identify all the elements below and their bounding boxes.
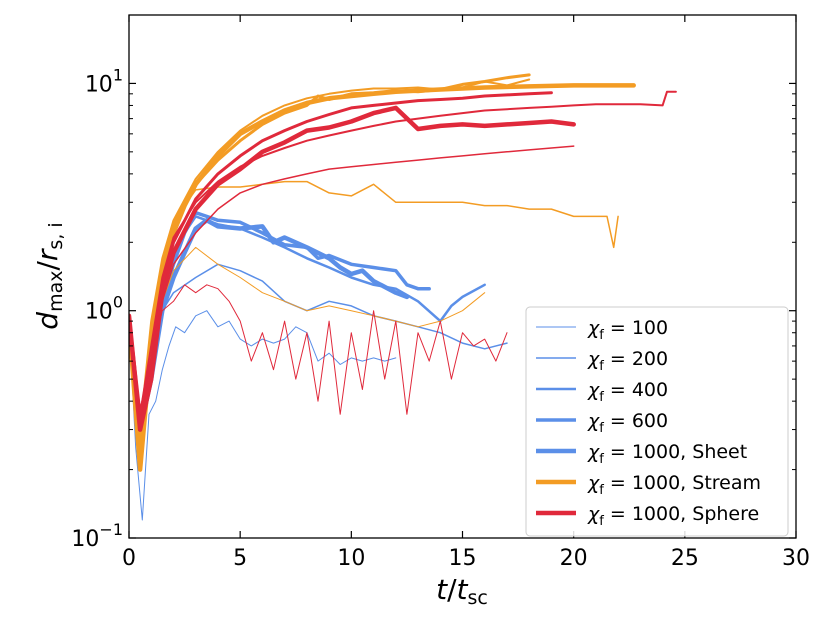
series-line-0 [129, 310, 397, 521]
series-line-5 [129, 83, 636, 472]
series-layer [129, 73, 677, 521]
x-tick-label: 15 [449, 546, 477, 571]
series-line-13 [129, 145, 575, 416]
series-line-8 [129, 246, 486, 431]
series-line-1 [129, 263, 508, 471]
legend-label: χf = 400 [587, 379, 668, 405]
legend: χf = 100 χf = 200 χf = 400 χf = 600 χf = 100… [525, 306, 789, 537]
series-line-6 [129, 73, 531, 450]
x-tick-label: 30 [782, 546, 810, 571]
y-tick-label: 101 [85, 65, 123, 97]
series-line-11 [129, 91, 553, 416]
legend-label: χf = 200 [587, 348, 668, 374]
series-line-4 [129, 218, 410, 432]
y-tick-label: 100 [85, 293, 123, 325]
x-tick-label: 0 [122, 546, 136, 571]
series-line-10 [129, 105, 576, 432]
x-axis-label: t/tsc [436, 573, 488, 609]
legend-label: χf = 100 [587, 317, 668, 343]
x-tick-label: 10 [337, 546, 365, 571]
series-line-7 [129, 78, 531, 431]
legend-label: χf = 600 [587, 410, 668, 436]
x-tick-label: 25 [671, 546, 699, 571]
x-tick-label: 5 [233, 546, 247, 571]
legend-label: χf = 1000, Sphere [587, 503, 759, 529]
legend-box [525, 306, 789, 537]
x-tick-label: 20 [560, 546, 588, 571]
legend-label: χf = 1000, Stream [587, 472, 761, 498]
y-tick-label: 10−1 [71, 520, 123, 552]
series-line-14 [129, 284, 508, 431]
ticks-layer: 0 5 10 15 20 25 30 10−1 100 101 [71, 15, 810, 571]
series-line-9 [129, 180, 619, 431]
y-axis-label: dmax/rs, i [31, 222, 67, 329]
legend-label: χf = 1000, Sheet [587, 441, 747, 467]
series-line-12 [129, 90, 677, 416]
